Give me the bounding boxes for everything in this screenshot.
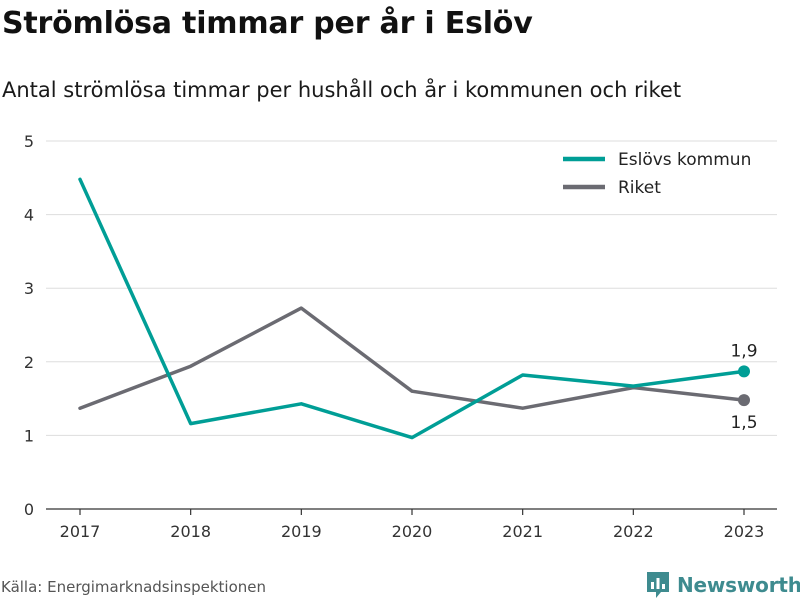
gridlines: [46, 140, 777, 436]
newsworthy-logo: Newsworthy: [645, 570, 800, 600]
end-value-label: 1,9: [730, 341, 757, 361]
bar-chart-speech-icon: [647, 572, 669, 598]
brand-name: Newsworthy: [677, 573, 800, 597]
x-tick-label: 2018: [170, 522, 211, 541]
y-tick-label: 5: [24, 132, 34, 151]
x-tick-label: 2021: [502, 522, 543, 541]
y-tick-label: 4: [24, 206, 34, 225]
x-axis: 2017 2018 2019 2020 2021 2022 2023: [46, 508, 777, 541]
y-tick-label: 2: [24, 353, 34, 372]
x-tick-label: 2020: [392, 522, 433, 541]
legend: Eslövs kommun Riket: [563, 150, 751, 198]
series-line: [78, 306, 746, 410]
y-tick-label: 1: [24, 426, 34, 445]
chart-title: Strömlösa timmar per år i Eslöv: [2, 6, 533, 41]
end-point: [738, 394, 750, 407]
x-tick-label: 2019: [281, 522, 322, 541]
end-markers: 1,9 1,5: [730, 341, 757, 433]
y-tick-label: 3: [24, 279, 34, 298]
series-lines: [78, 177, 746, 440]
x-tick-label: 2017: [60, 522, 101, 541]
x-tick-label: 2022: [613, 522, 654, 541]
chart-subtitle: Antal strömlösa timmar per hushåll och å…: [2, 78, 682, 102]
source-note: Källa: Energimarknadsinspektionen: [1, 578, 267, 596]
legend-label: Eslövs kommun: [618, 150, 751, 170]
end-point: [738, 365, 750, 378]
series-line: [78, 177, 746, 440]
y-tick-label: 0: [24, 500, 34, 519]
legend-label: Riket: [618, 178, 661, 198]
end-value-label: 1,5: [730, 413, 757, 433]
x-tick-label: 2023: [724, 522, 765, 541]
y-axis-ticks: 0 1 2 3 4 5: [24, 132, 34, 519]
